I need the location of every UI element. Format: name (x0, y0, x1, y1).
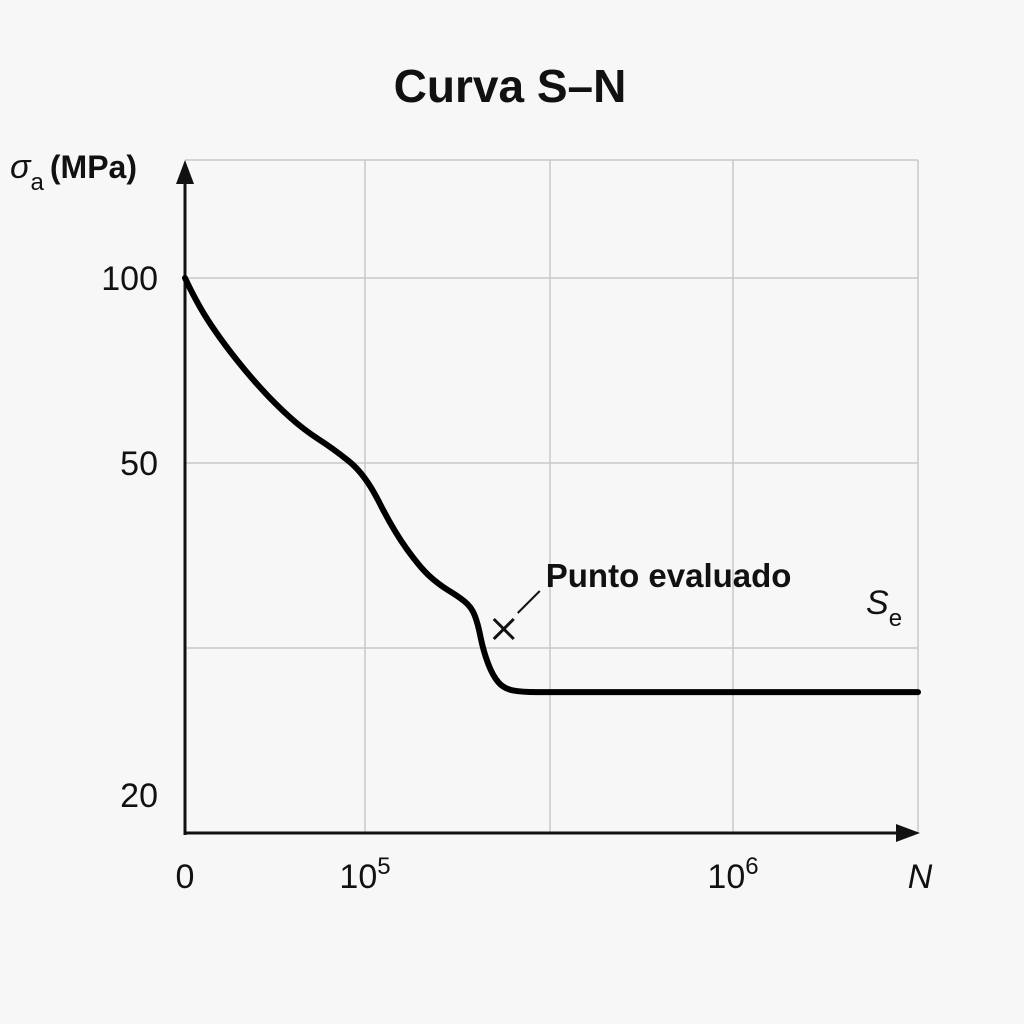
evaluated-point-marker (492, 617, 515, 641)
sn-curve-line (182, 275, 921, 696)
annotation-label: Punto evaluado (546, 557, 792, 594)
svg-text:Se: Se (866, 584, 902, 632)
y-axis-symbol: σ (10, 148, 32, 186)
cross-stroke (492, 617, 515, 641)
chart-title: Curva S–N (394, 60, 627, 112)
x-axis-label: N (908, 858, 933, 896)
x-tick-label: 0 (176, 858, 195, 896)
grid (185, 159, 919, 833)
y-tick-label: 20 (120, 777, 158, 815)
x-axis-arrow (896, 824, 920, 842)
endurance-limit-symbol: S (866, 584, 889, 622)
x-tick-label: 106 (707, 853, 758, 896)
svg-text:σa(MPa): σa (MPa) (10, 148, 137, 196)
y-axis-subscript: a (31, 169, 45, 196)
endurance-limit-label: Se (866, 584, 902, 632)
y-tick-label: 100 (101, 260, 158, 298)
y-axis-unit: (MPa) (50, 149, 137, 185)
annotation: Punto evaluado (492, 557, 792, 641)
axes (176, 160, 920, 842)
y-axis-arrow (176, 160, 194, 184)
endurance-limit-subscript: e (889, 605, 902, 632)
y-axis-label: σa (MPa) (10, 148, 137, 196)
x-tick-labels: 0 105 106 (176, 853, 759, 896)
x-tick-label: 105 (339, 853, 390, 896)
annotation-leader-line (517, 590, 541, 614)
y-tick-label: 50 (120, 445, 158, 483)
y-tick-labels: 100 50 20 (101, 260, 158, 815)
